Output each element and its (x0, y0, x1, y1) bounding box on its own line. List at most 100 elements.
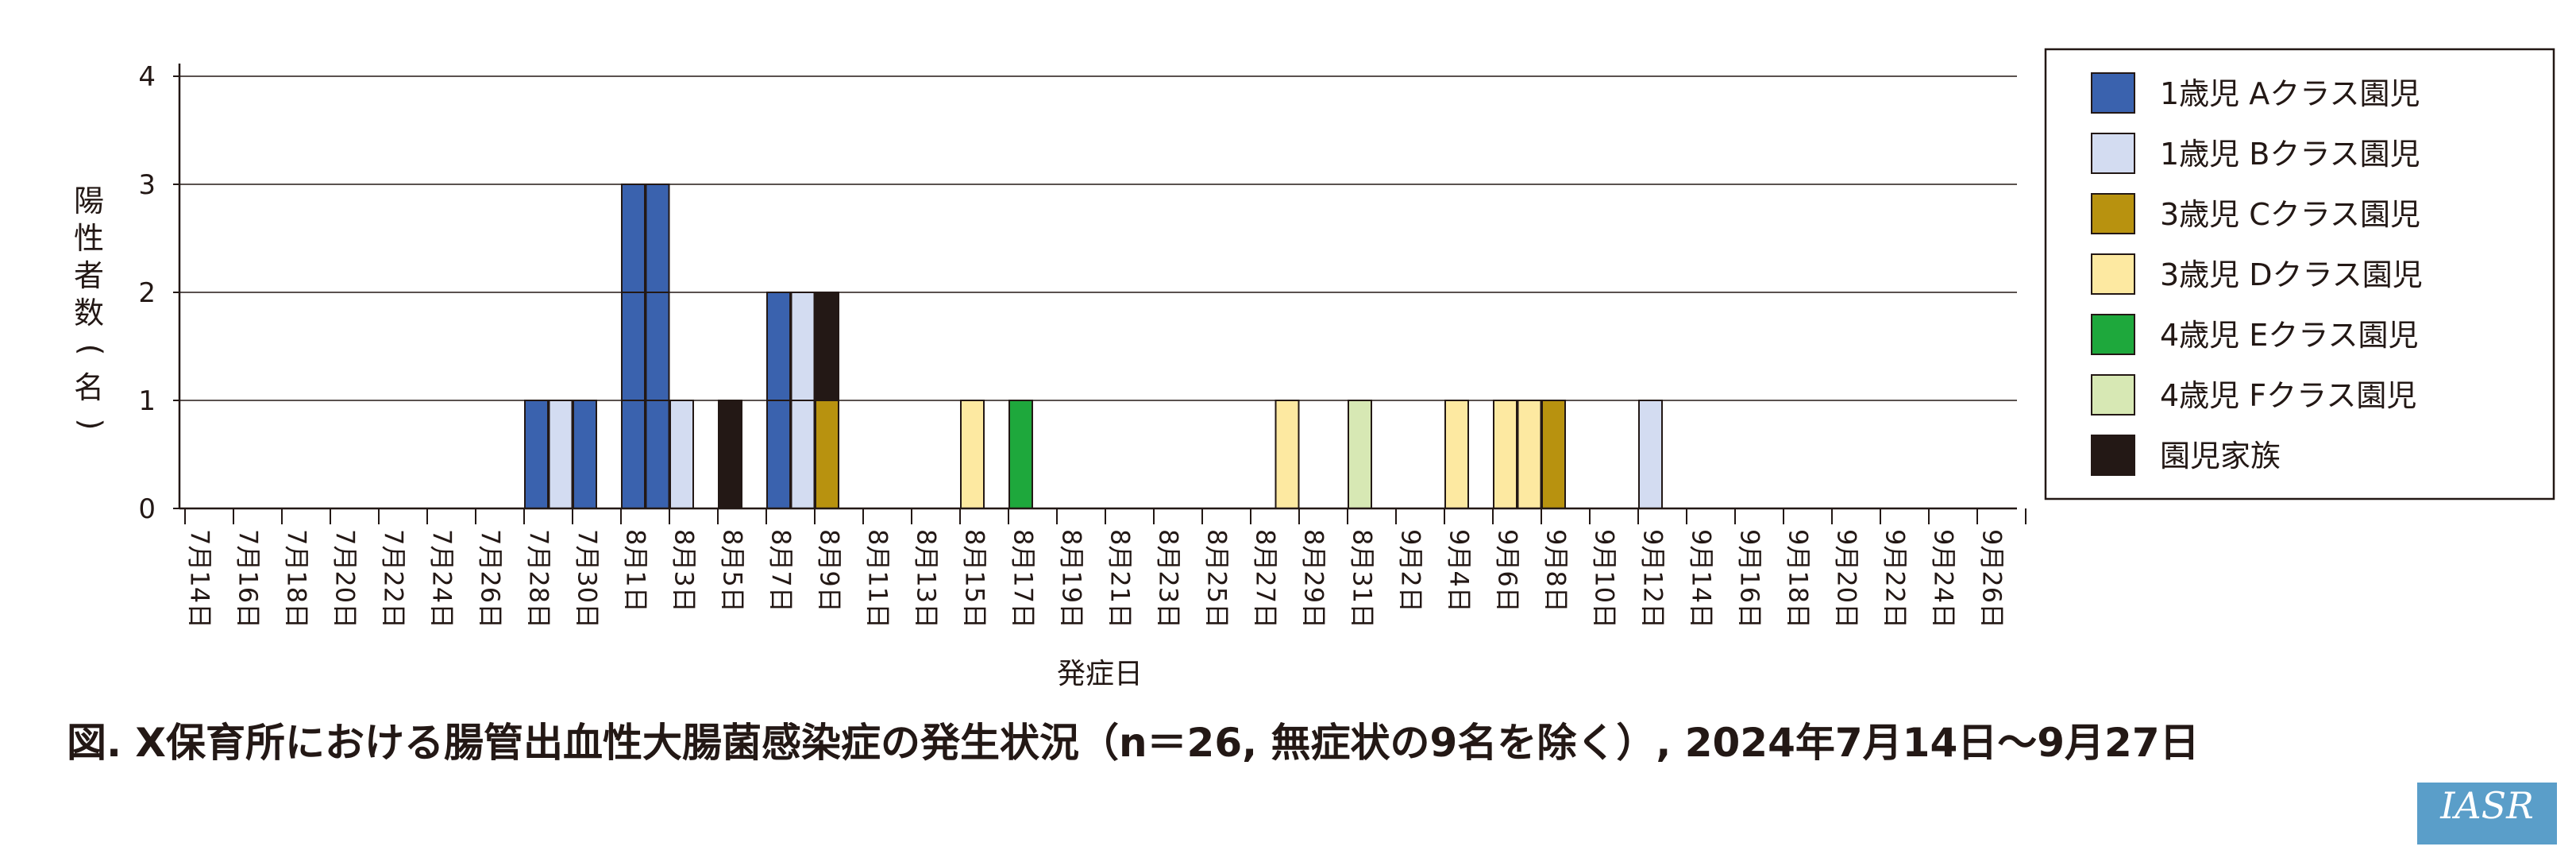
legend-label: 1歳児 Aクラス園児 (2160, 76, 2420, 111)
x-tick-label: 7月16日 (233, 529, 264, 628)
x-tick-label: 9月22日 (1880, 529, 1911, 628)
legend-swatch (2091, 435, 2135, 476)
legend-label: 1歳児 Bクラス園児 (2160, 137, 2420, 172)
axes (173, 64, 2026, 524)
x-tick-label: 9月12日 (1638, 529, 1668, 628)
y-axis-label-char: ) (74, 419, 109, 431)
iasr-logo: IASR (2417, 783, 2557, 844)
bar-segment (669, 400, 694, 509)
legend-label: 3歳児 Dクラス園児 (2160, 257, 2423, 292)
y-tick-label: 1 (138, 385, 156, 417)
bar-segment (790, 400, 816, 509)
x-tick-label: 8月9日 (815, 529, 845, 613)
bar-segment (1638, 400, 1663, 509)
x-tick-label: 7月18日 (282, 529, 312, 628)
bar-segment (960, 400, 985, 509)
x-tick-label: 8月19日 (1057, 529, 1087, 628)
y-tick-labels: 0 1 2 3 4 (138, 61, 156, 525)
x-tick-label: 7月24日 (427, 529, 457, 628)
bar-segment (1541, 400, 1566, 509)
legend-swatch (2091, 314, 2135, 355)
legend-label: 3歳児 Cクラス園児 (2160, 197, 2420, 232)
x-tick-label: 7月20日 (330, 529, 361, 628)
x-tick-label: 7月22日 (379, 529, 409, 628)
bar-segment (1493, 400, 1517, 509)
x-tick-label: 9月4日 (1444, 529, 1475, 613)
bar-segment (1348, 400, 1372, 509)
legend-swatch (2091, 374, 2135, 415)
legend-swatch (2091, 193, 2135, 234)
legend-label: 園児家族 (2160, 439, 2281, 473)
x-tick-label: 8月5日 (718, 529, 748, 613)
bar-segment (645, 184, 670, 293)
gridlines (179, 75, 2017, 401)
x-axis-label: 発症日 (1057, 658, 1143, 690)
bar-segment (1275, 400, 1300, 509)
bar-segment (1008, 400, 1033, 509)
x-tick-label: 9月20日 (1832, 529, 1862, 628)
bar-segment (718, 400, 742, 509)
x-tick-label: 8月31日 (1348, 529, 1378, 628)
x-tick-label: 7月14日 (185, 529, 215, 628)
x-tick-label: 8月17日 (1008, 529, 1039, 628)
y-axis-label-char: 名 (74, 370, 104, 405)
x-tick-label: 7月26日 (476, 529, 506, 628)
x-tick-label: 8月23日 (1154, 529, 1184, 628)
bar-segment (524, 400, 549, 509)
bar-segment (815, 292, 839, 401)
x-tick-label: 9月6日 (1493, 529, 1523, 613)
x-tick-label: 9月26日 (1977, 529, 2007, 628)
x-tick-label: 9月18日 (1784, 529, 1814, 628)
bar-segment (766, 400, 791, 509)
legend-label: 4歳児 Fクラス園児 (2160, 378, 2416, 413)
bar-segment (621, 184, 646, 293)
x-tick-label: 8月29日 (1299, 529, 1329, 628)
x-tick-label: 7月30日 (573, 529, 603, 628)
figure-caption: 図. X保育所における腸管出血性大腸菌感染症の発生状況（n＝26, 無症状の9名… (67, 720, 2200, 766)
x-tick-label: 9月24日 (1929, 529, 1959, 628)
bar-segment (548, 400, 573, 509)
x-tick-label: 9月16日 (1735, 529, 1765, 628)
y-axis-label-char: ( (74, 344, 109, 356)
y-tick-label: 3 (138, 169, 156, 201)
bar-segment (645, 292, 670, 401)
legend-swatch (2091, 253, 2135, 295)
bar-segment (766, 292, 791, 401)
legend-swatch (2091, 133, 2135, 174)
y-tick-label: 4 (138, 61, 156, 93)
legend-label: 4歳児 Eクラス園児 (2160, 318, 2419, 353)
bar-segment (1444, 400, 1469, 509)
x-tick-label: 8月7日 (766, 529, 796, 613)
x-tick-label: 8月1日 (621, 529, 651, 613)
x-tick-label: 8月27日 (1251, 529, 1281, 628)
x-tick-label: 8月11日 (863, 529, 893, 628)
bar-segment (573, 400, 597, 509)
x-tick-label: 8月3日 (669, 529, 700, 613)
x-tick-labels: 7月14日 7月16日 7月18日 7月20日 7月22日 7月24日 7月26日 7月28日… (185, 529, 2007, 628)
bars (524, 184, 1663, 509)
y-tick-label: 2 (138, 277, 156, 309)
bar-segment (1517, 400, 1542, 509)
x-tick-label: 9月10日 (1590, 529, 1620, 628)
bar-segment (790, 292, 816, 401)
bar-segment (621, 292, 646, 401)
y-axis-label-char: 数 (74, 296, 104, 330)
x-tick-label: 7月28日 (524, 529, 554, 628)
bar-segment (815, 400, 839, 509)
legend: 1歳児 Aクラス園児 1歳児 Bクラス園児 3歳児 Cクラス園児 3歳児 Dクラス園児… (2044, 48, 2555, 500)
x-tick-label: 8月21日 (1105, 529, 1136, 628)
x-tick-label: 8月15日 (960, 529, 990, 628)
y-axis-label-char: 陽 (74, 184, 104, 218)
x-tick-label: 8月25日 (1202, 529, 1232, 628)
x-tick-label: 9月8日 (1541, 529, 1571, 613)
y-axis-label-char: 性 (74, 221, 104, 256)
bar-segment (621, 400, 646, 509)
x-tick-label: 8月13日 (912, 529, 942, 628)
y-axis-label-char: 者 (74, 258, 104, 293)
legend-swatch (2091, 72, 2135, 114)
x-tick-label: 9月14日 (1687, 529, 1717, 628)
x-tick-label: 9月2日 (1396, 529, 1426, 613)
y-tick-label: 0 (138, 493, 156, 525)
